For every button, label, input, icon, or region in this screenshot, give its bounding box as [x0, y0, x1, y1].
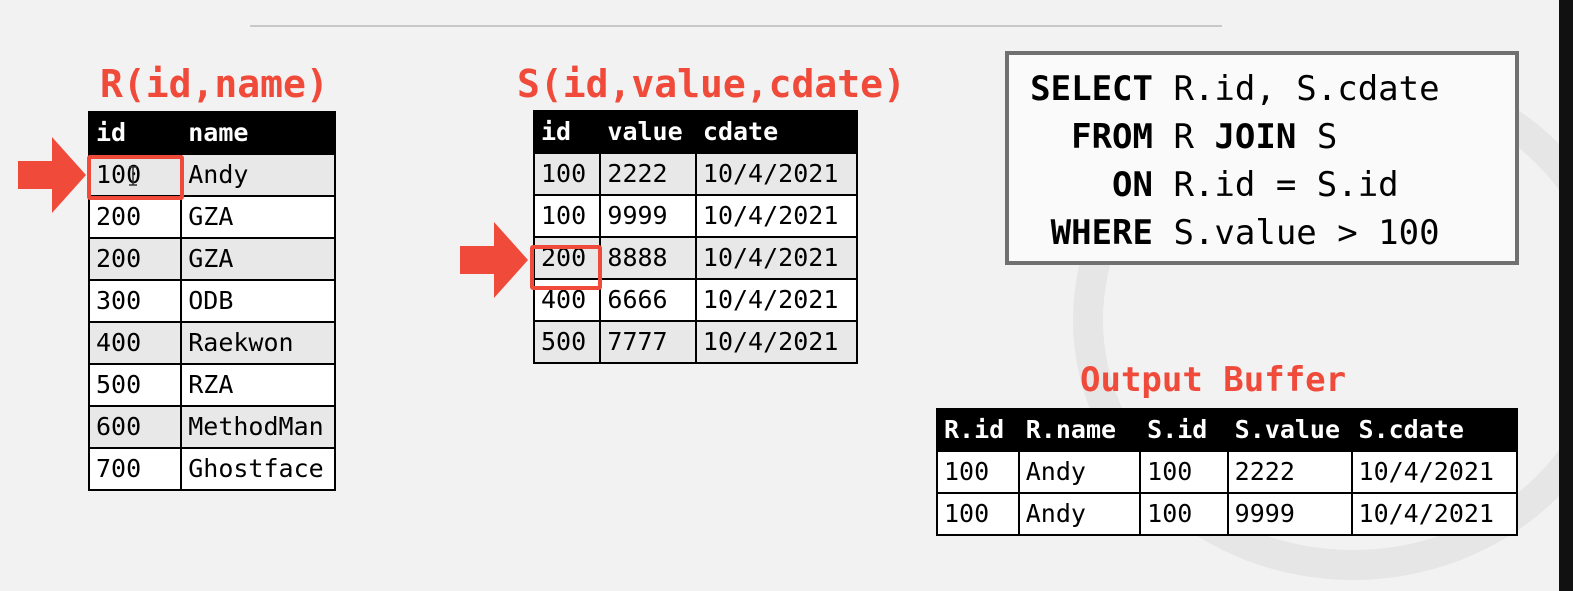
sql-line-where: WHERE S.value > 100: [1017, 213, 1440, 253]
table-row: 200 GZA: [87, 237, 336, 281]
table-cell: 200: [87, 195, 183, 239]
table-cell: Raekwon: [180, 321, 336, 365]
table-cell: 10/4/2021: [1350, 492, 1519, 536]
table-cell: Ghostface: [180, 447, 336, 491]
r-current-row-highlight: [87, 155, 184, 200]
table-cell: RZA: [180, 363, 336, 407]
output-header-s-value: S.value: [1226, 408, 1353, 452]
r-table-body: 100 Andy 200 GZA 200 GZA 300 ODB 400 Raekwon 500 RZ…: [87, 153, 336, 491]
output-buffer-table: R.id R.name S.id S.value S.cdate 100 Andy…: [936, 408, 1519, 536]
sql-line-from: FROM R JOIN S: [1017, 117, 1337, 157]
table-cell: 100: [532, 194, 602, 238]
table-row: 500 7777 10/4/2021: [532, 320, 859, 364]
table-cell: 8888: [599, 236, 697, 280]
table-cell: 300: [87, 279, 183, 323]
table-cell: 100: [87, 153, 183, 197]
table-cell: ODB: [180, 279, 336, 323]
s-table-title: S(id,value,cdate): [517, 62, 906, 106]
table-cell: 100: [1139, 492, 1229, 536]
table-row: 400 6666 10/4/2021: [532, 278, 859, 322]
output-buffer-title: Output Buffer: [1080, 360, 1347, 400]
table-row: 700 Ghostface: [87, 447, 336, 491]
table-cell: 10/4/2021: [1350, 450, 1519, 494]
table-cell: 200: [532, 236, 602, 280]
table-cell: Andy: [1017, 450, 1142, 494]
table-row: 600 MethodMan: [87, 405, 336, 449]
output-table-body: 100 Andy 100 2222 10/4/2021 100 Andy 100 9999 10/…: [936, 450, 1519, 536]
table-cell: 100: [532, 152, 602, 196]
table-cell: 9999: [1226, 492, 1353, 536]
right-arrow-icon: [460, 222, 528, 298]
s-header-id: id: [532, 110, 602, 154]
table-row: 100 2222 10/4/2021: [532, 152, 859, 196]
table-row: 100 Andy 100 2222 10/4/2021: [936, 450, 1519, 494]
s-header-cdate: cdate: [694, 110, 859, 154]
sql-keyword-where: WHERE: [1050, 213, 1153, 253]
table-row: 200 GZA: [87, 195, 336, 239]
sql-keyword-from: FROM: [1071, 117, 1153, 157]
sql-join-table: S: [1316, 117, 1338, 157]
table-cell: 6666: [599, 278, 697, 322]
table-cell: MethodMan: [180, 405, 336, 449]
window-edge: [1559, 0, 1573, 591]
table-row: 100 Andy: [87, 153, 336, 197]
sql-query-box: SELECT R.id, S.cdate FROM R JOIN S ON R.…: [1005, 51, 1519, 265]
table-cell: 10/4/2021: [694, 320, 859, 364]
s-table-body: 100 2222 10/4/2021 100 9999 10/4/2021 200 8888 1…: [532, 152, 859, 364]
r-header-name: name: [180, 111, 336, 155]
r-table-title: R(id,name): [100, 62, 329, 106]
table-row: 500 RZA: [87, 363, 336, 407]
sql-where-condition: S.value > 100: [1173, 213, 1440, 253]
table-cell: 100: [936, 450, 1020, 494]
right-arrow-icon: [18, 137, 86, 213]
table-cell: 600: [87, 405, 183, 449]
output-header-s-cdate: S.cdate: [1350, 408, 1519, 452]
table-row: 100 9999 10/4/2021: [532, 194, 859, 238]
sql-from-table: R: [1173, 117, 1194, 157]
sql-join-condition: R.id = S.id: [1173, 165, 1399, 205]
table-cell: 10/4/2021: [694, 194, 859, 238]
table-cell: 10/4/2021: [694, 278, 859, 322]
table-cell: Andy: [1017, 492, 1142, 536]
table-cell: 9999: [599, 194, 697, 238]
table-cell: 700: [87, 447, 183, 491]
table-cell: 10/4/2021: [694, 152, 859, 196]
table-cell: Andy: [180, 153, 336, 197]
table-row: 400 Raekwon: [87, 321, 336, 365]
sql-keyword-select: SELECT: [1030, 69, 1153, 109]
table-row: 300 ODB: [87, 279, 336, 323]
table-cell: 2222: [1226, 450, 1353, 494]
table-row: 100 Andy 100 9999 10/4/2021: [936, 492, 1519, 536]
table-cell: 500: [87, 363, 183, 407]
table-cell: 7777: [599, 320, 697, 364]
r-header-id: id: [87, 111, 183, 155]
sql-line-select: SELECT R.id, S.cdate: [1017, 69, 1440, 109]
text-cursor-icon: [129, 166, 137, 186]
s-current-row-highlight: [530, 245, 602, 290]
sql-select-list: R.id, S.cdate: [1173, 69, 1440, 109]
table-cell: 2222: [599, 152, 697, 196]
s-header-value: value: [599, 110, 697, 154]
table-cell: 200: [87, 237, 183, 281]
output-header-r-name: R.name: [1017, 408, 1142, 452]
table-cell: 500: [532, 320, 602, 364]
table-cell: 10/4/2021: [694, 236, 859, 280]
r-table: id name 100 Andy 200 GZA 200 GZA 300 ODB 400 Raek…: [87, 111, 336, 491]
sql-keyword-join: JOIN: [1214, 117, 1297, 157]
output-header-s-id: S.id: [1139, 408, 1229, 452]
table-cell: GZA: [180, 237, 336, 281]
table-cell: GZA: [180, 195, 336, 239]
table-cell: 100: [1139, 450, 1229, 494]
s-table: id value cdate 100 2222 10/4/2021 100 9999 10…: [532, 110, 859, 364]
table-cell: 400: [87, 321, 183, 365]
slide-title-divider: [250, 25, 1222, 27]
sql-keyword-on: ON: [1112, 165, 1153, 205]
table-cell: 100: [936, 492, 1020, 536]
output-header-r-id: R.id: [936, 408, 1020, 452]
sql-line-on: ON R.id = S.id: [1017, 165, 1399, 205]
